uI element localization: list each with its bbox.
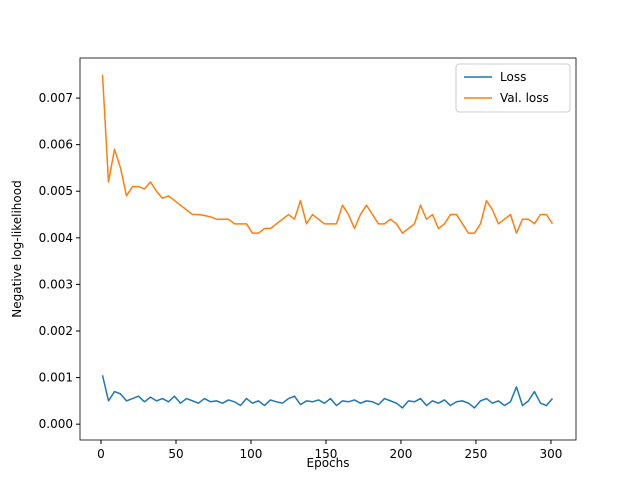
x-tick-label: 0 bbox=[97, 447, 105, 461]
y-axis-label: Negative log-likelihood bbox=[10, 180, 24, 317]
x-tick-label: 200 bbox=[390, 447, 413, 461]
y-tick-label: 0.003 bbox=[39, 277, 73, 291]
x-tick-label: 300 bbox=[539, 447, 562, 461]
legend-label: Val. loss bbox=[500, 91, 549, 105]
x-tick-label: 50 bbox=[168, 447, 183, 461]
y-tick-label: 0.000 bbox=[39, 417, 73, 431]
y-tick-label: 0.007 bbox=[39, 91, 73, 105]
y-tick-label: 0.006 bbox=[39, 138, 73, 152]
x-tick-label: 250 bbox=[465, 447, 488, 461]
y-tick-label: 0.004 bbox=[39, 231, 73, 245]
y-tick-label: 0.002 bbox=[39, 324, 73, 338]
line-series bbox=[101, 74, 554, 234]
legend-box bbox=[455, 63, 571, 113]
x-tick-label: 100 bbox=[240, 447, 263, 461]
line-series bbox=[101, 375, 554, 409]
x-tick-label: 150 bbox=[315, 447, 338, 461]
x-axis-label: Epochs bbox=[307, 456, 350, 470]
y-tick-label: 0.001 bbox=[39, 371, 73, 385]
plot-frame bbox=[79, 57, 577, 441]
legend-label: Loss bbox=[500, 70, 526, 84]
y-tick-label: 0.005 bbox=[39, 184, 73, 198]
